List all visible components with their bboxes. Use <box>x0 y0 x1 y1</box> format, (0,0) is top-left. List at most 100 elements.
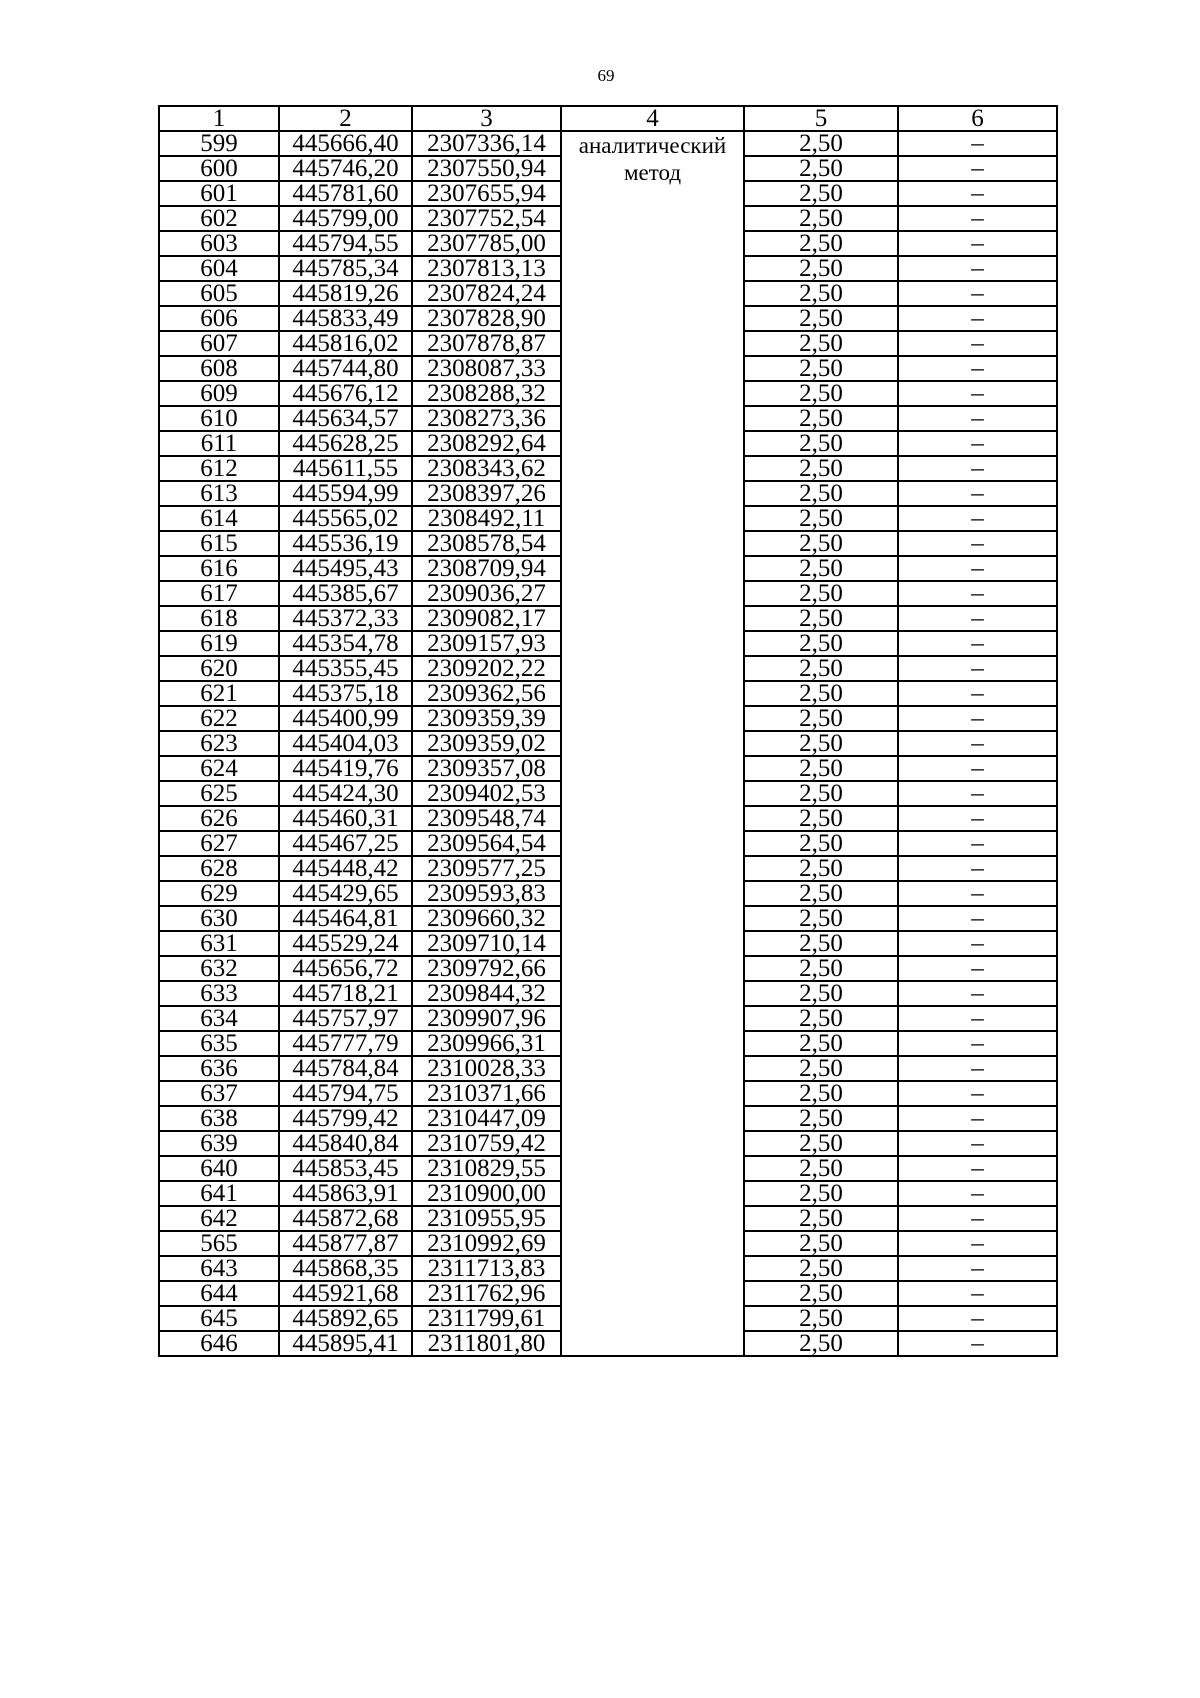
description-cell: – <box>897 905 1058 932</box>
table-row: 601 445781,60 2307655,94 2,50– <box>158 180 1058 207</box>
accuracy-cell: 2,50 <box>743 1180 899 1207</box>
description-cell: – <box>897 1255 1058 1282</box>
accuracy-cell: 2,50 <box>743 305 899 332</box>
table-row: 607 445816,02 2307878,87 2,50– <box>158 330 1058 357</box>
point-number-cell: 603 <box>158 230 280 257</box>
table-row: 633 445718,21 2309844,32 2,50– <box>158 980 1058 1007</box>
point-number-cell: 644 <box>158 1280 280 1307</box>
table-row: 629 445429,65 2309593,83 2,50– <box>158 880 1058 907</box>
point-number-cell: 624 <box>158 755 280 782</box>
point-number-cell: 630 <box>158 905 280 932</box>
table-row: 602 445799,00 2307752,54 2,50– <box>158 205 1058 232</box>
table-row: 624 445419,76 2309357,08 2,50– <box>158 755 1058 782</box>
page-number: 69 <box>597 66 615 85</box>
y-coordinate-cell: 2307878,87 <box>411 330 562 357</box>
description-cell: – <box>897 605 1058 632</box>
accuracy-cell: 2,50 <box>743 355 899 382</box>
x-coordinate-cell: 445840,84 <box>278 1130 413 1157</box>
x-coordinate-cell: 445777,79 <box>278 1030 413 1057</box>
table-row: 611 445628,25 2308292,64 2,50– <box>158 430 1058 457</box>
description-cell: – <box>897 1330 1058 1357</box>
point-number-cell: 604 <box>158 255 280 282</box>
point-number-cell: 626 <box>158 805 280 832</box>
x-coordinate-cell: 445819,26 <box>278 280 413 307</box>
y-coordinate-cell: 2307550,94 <box>411 155 562 182</box>
x-coordinate-cell: 445895,41 <box>278 1330 413 1357</box>
x-coordinate-cell: 445419,76 <box>278 755 413 782</box>
table-row: 644 445921,68 2311762,96 2,50– <box>158 1280 1058 1307</box>
table-row: 626 445460,31 2309548,74 2,50– <box>158 805 1058 832</box>
accuracy-cell: 2,50 <box>743 1305 899 1332</box>
point-number-cell: 632 <box>158 955 280 982</box>
x-coordinate-cell: 445744,80 <box>278 355 413 382</box>
y-coordinate-cell: 2311713,83 <box>411 1255 562 1282</box>
accuracy-cell: 2,50 <box>743 1055 899 1082</box>
x-coordinate-cell: 445536,19 <box>278 530 413 557</box>
accuracy-cell: 2,50 <box>743 855 899 882</box>
y-coordinate-cell: 2308288,32 <box>411 380 562 407</box>
accuracy-cell: 2,50 <box>743 580 899 607</box>
y-coordinate-cell: 2309362,56 <box>411 680 562 707</box>
header-cell: 2 <box>278 105 413 132</box>
accuracy-cell: 2,50 <box>743 605 899 632</box>
point-number-cell: 611 <box>158 430 280 457</box>
x-coordinate-cell: 445666,40 <box>278 130 413 157</box>
accuracy-cell: 2,50 <box>743 430 899 457</box>
point-number-cell: 599 <box>158 130 280 157</box>
accuracy-cell: 2,50 <box>743 680 899 707</box>
description-cell: – <box>897 380 1058 407</box>
y-coordinate-cell: 2309359,02 <box>411 730 562 757</box>
point-number-cell: 605 <box>158 280 280 307</box>
x-coordinate-cell: 445863,91 <box>278 1180 413 1207</box>
y-coordinate-cell: 2308292,64 <box>411 430 562 457</box>
accuracy-cell: 2,50 <box>743 1280 899 1307</box>
y-coordinate-cell: 2311801,80 <box>411 1330 562 1357</box>
x-coordinate-cell: 445375,18 <box>278 680 413 707</box>
table-row: 632 445656,72 2309792,66 2,50– <box>158 955 1058 982</box>
point-number-cell: 628 <box>158 855 280 882</box>
point-number-cell: 615 <box>158 530 280 557</box>
y-coordinate-cell: 2309564,54 <box>411 830 562 857</box>
table-row: 609 445676,12 2308288,32 2,50– <box>158 380 1058 407</box>
description-cell: – <box>897 1230 1058 1257</box>
accuracy-cell: 2,50 <box>743 1105 899 1132</box>
x-coordinate-cell: 445628,25 <box>278 430 413 457</box>
table-row: 634 445757,97 2309907,96 2,50– <box>158 1005 1058 1032</box>
description-cell: – <box>897 455 1058 482</box>
description-cell: – <box>897 255 1058 282</box>
table-row: 604 445785,34 2307813,13 2,50– <box>158 255 1058 282</box>
x-coordinate-cell: 445746,20 <box>278 155 413 182</box>
description-cell: – <box>897 680 1058 707</box>
accuracy-cell: 2,50 <box>743 780 899 807</box>
description-cell: – <box>897 130 1058 157</box>
description-cell: – <box>897 780 1058 807</box>
accuracy-cell: 2,50 <box>743 955 899 982</box>
point-number-cell: 633 <box>158 980 280 1007</box>
x-coordinate-cell: 445404,03 <box>278 730 413 757</box>
point-number-cell: 634 <box>158 1005 280 1032</box>
point-number-cell: 620 <box>158 655 280 682</box>
description-cell: – <box>897 1055 1058 1082</box>
description-cell: – <box>897 655 1058 682</box>
table-row: 625 445424,30 2309402,53 2,50– <box>158 780 1058 807</box>
table-row: 615 445536,19 2308578,54 2,50– <box>158 530 1058 557</box>
point-number-cell: 629 <box>158 880 280 907</box>
description-cell: – <box>897 1130 1058 1157</box>
y-coordinate-cell: 2309402,53 <box>411 780 562 807</box>
description-cell: – <box>897 480 1058 507</box>
y-coordinate-cell: 2309359,39 <box>411 705 562 732</box>
accuracy-cell: 2,50 <box>743 980 899 1007</box>
accuracy-cell: 2,50 <box>743 405 899 432</box>
y-coordinate-cell: 2309966,31 <box>411 1030 562 1057</box>
y-coordinate-cell: 2308343,62 <box>411 455 562 482</box>
y-coordinate-cell: 2309593,83 <box>411 880 562 907</box>
table-row: 603 445794,55 2307785,00 2,50– <box>158 230 1058 257</box>
table-row: 610 445634,57 2308273,36 2,50– <box>158 405 1058 432</box>
x-coordinate-cell: 445529,24 <box>278 930 413 957</box>
accuracy-cell: 2,50 <box>743 630 899 657</box>
y-coordinate-cell: 2309082,17 <box>411 605 562 632</box>
accuracy-cell: 2,50 <box>743 255 899 282</box>
table-row: 618 445372,33 2309082,17 2,50– <box>158 605 1058 632</box>
description-cell: – <box>897 1205 1058 1232</box>
table-row: 635 445777,79 2309966,31 2,50– <box>158 1030 1058 1057</box>
